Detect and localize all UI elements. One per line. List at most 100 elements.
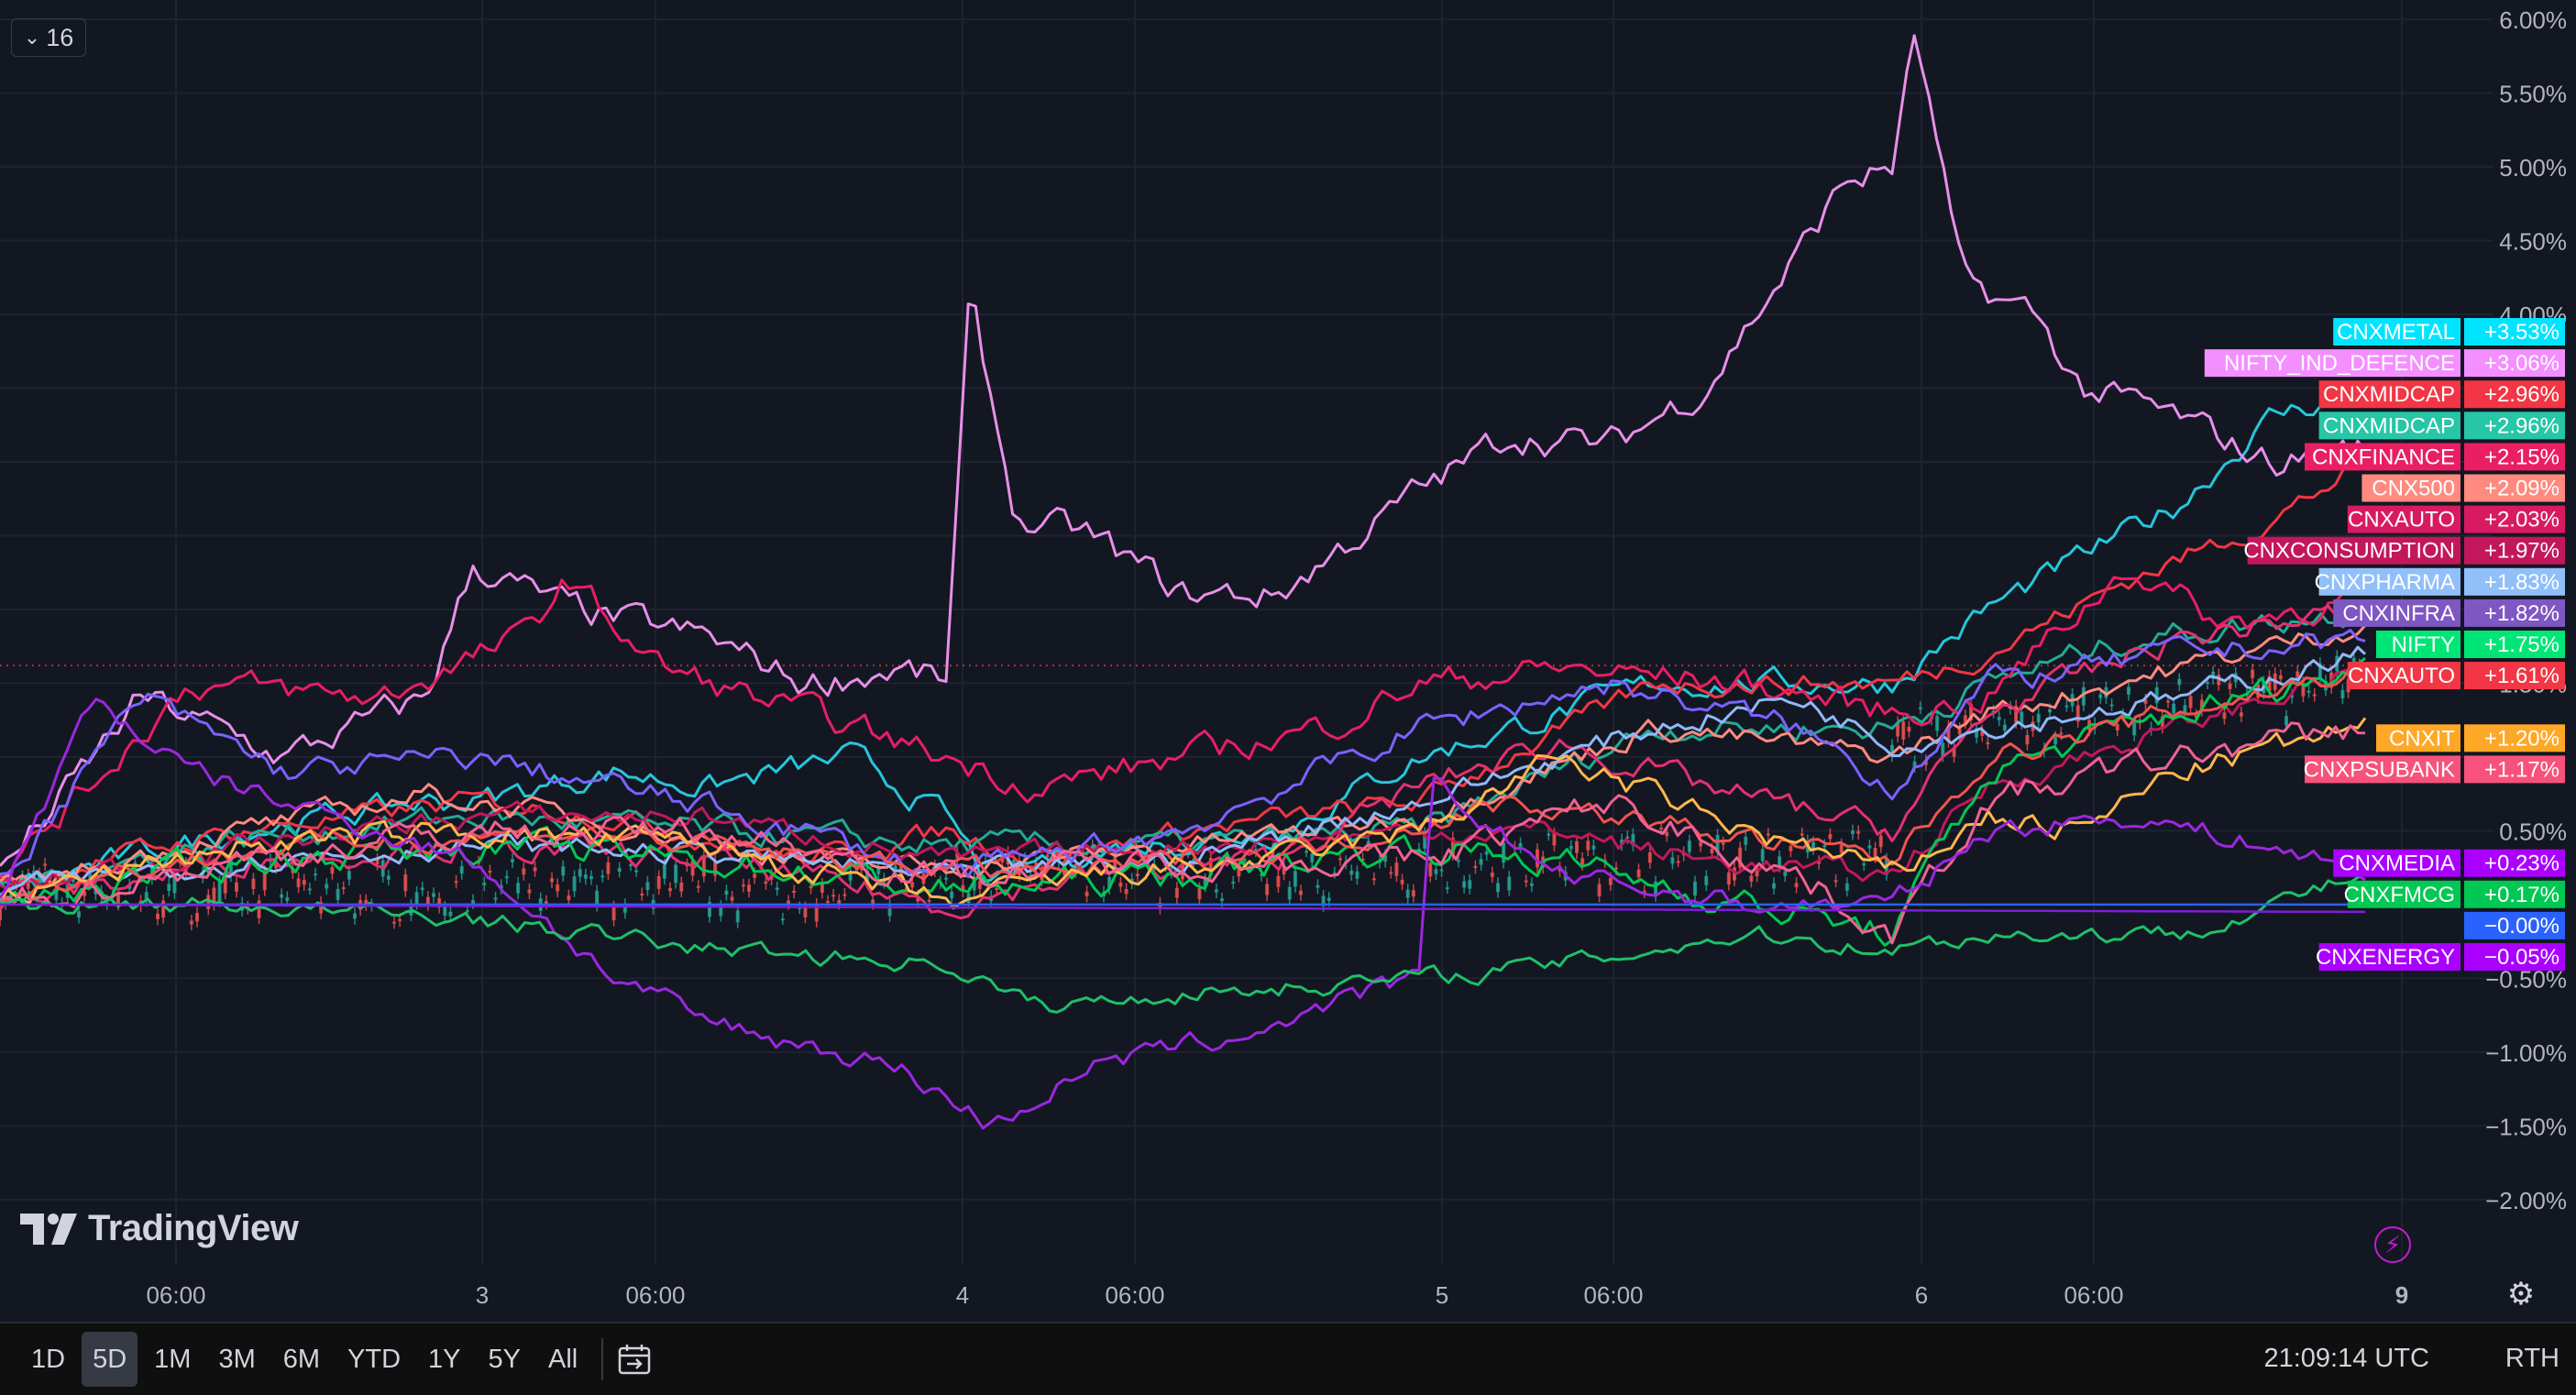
candle-body [1760,849,1765,862]
candle-body [1878,835,1883,848]
candle-body [1355,871,1360,879]
series-line-cnxauto[interactable] [0,599,2367,920]
candle-body [1129,878,1134,884]
candle-body [2256,684,2261,698]
candle-body [71,878,75,883]
candle-body [1192,858,1196,862]
candle-body [1986,741,1990,744]
candle-body [595,890,600,906]
candle-body [950,891,954,899]
candle-body [1901,721,1906,740]
candle-body [865,871,869,884]
timeframe-3m[interactable]: 3M [218,1344,256,1374]
session-toggle[interactable]: RTH [2504,1343,2559,1373]
series-line-cnxmedia[interactable] [0,698,2366,1130]
timeframe-6m[interactable]: 6M [282,1344,321,1374]
candle-body [1907,726,1911,732]
candle-body [425,896,430,906]
candle-body [522,868,526,875]
lightning-icon[interactable]: ⚡ [2374,1226,2411,1263]
candle-body [83,891,87,896]
series-line-cnxconsumption[interactable] [0,661,2366,891]
timeframe-1m[interactable]: 1M [154,1344,192,1374]
x-tick-label: 6 [1915,1281,1928,1309]
candle-body [798,906,802,909]
candle-body [1417,848,1421,851]
candle-body [1659,827,1664,829]
candle-body [1518,842,1523,848]
candle-body [1400,879,1404,884]
candle-body [274,860,278,869]
timeframe-1d[interactable]: 1D [31,1344,66,1374]
series-line-nifty[interactable] [0,656,2366,947]
series-name-badge [2376,631,2460,658]
series-name-badge [2347,505,2460,533]
candle-body [1828,834,1833,840]
candle-body [1214,889,1218,893]
utc-clock[interactable]: 21:09:14 UTC [2263,1343,2429,1373]
candle-body [2206,682,2209,685]
candle-body [1665,831,1669,837]
candle-body [307,888,312,891]
candle-body [842,894,847,896]
timeframe-5d[interactable]: 5D [82,1332,138,1387]
candle-body [803,906,808,917]
candle-body [1203,879,1207,886]
series-line-cnx500[interactable] [0,624,2367,885]
series-name-text: CNXAUTO [2348,508,2455,533]
candle-body [341,887,346,890]
series-line-cnxit[interactable] [0,717,2367,910]
candle-body [488,870,492,873]
candle-body [403,874,408,892]
candle-body [1135,873,1139,877]
candle-body [493,897,498,900]
candle-body [674,864,678,884]
series-line-cnxpsubank[interactable] [0,721,2366,945]
candle-body [1733,867,1736,881]
series-line-nifty_ind_defence[interactable] [0,34,2367,867]
candle-body [2222,712,2227,719]
timeframe-buttons: 1D 5D 1M 3M 6M YTD 1Y 5Y All [15,1332,589,1387]
candle-body [1969,704,1973,720]
series-line-cnxfinance[interactable] [0,576,2366,883]
candle-body [792,890,797,893]
candle-body [1011,860,1016,863]
candle-body [1693,881,1697,896]
bottom-toolbar: 1D 5D 1M 3M 6M YTD 1Y 5Y All 21:09:14 UTC RTH [0,1322,2576,1395]
candle-body [1124,889,1128,895]
candle-body [189,920,193,925]
date-range-icon[interactable] [616,1340,655,1379]
x-tick-label: 06:00 [146,1281,205,1309]
series-value-text: +1.61% [2484,664,2559,688]
candle-body [1428,862,1433,877]
candle-body [1507,876,1512,891]
candle-body [2154,687,2159,704]
gear-icon[interactable]: ⚙ [2506,1277,2536,1312]
comparison-chart[interactable]: 6.00%5.50%5.00%4.50%4.00%1.50%0.50%−0.50… [0,0,2576,1322]
candle-body [617,868,622,873]
candle-body [1287,886,1292,900]
series-name-text: CNXMIDCAP [2323,382,2455,407]
series-name-text: CNXMIDCAP [2323,413,2455,438]
series-line-cnxinfra[interactable] [0,629,2366,878]
candle-body [302,879,306,885]
series-line-cnxfmcg[interactable] [0,869,2367,1014]
series-value-text: +2.15% [2484,445,2559,469]
candle-body [1479,859,1483,865]
timeframe-5y[interactable]: 5Y [488,1344,522,1374]
timeframe-all[interactable]: All [548,1344,578,1374]
y-tick-label: 0.50% [2499,818,2567,845]
legend-toggle[interactable]: ⌄ 16 [11,18,86,57]
candle-body [398,918,402,921]
candle-body [1231,881,1236,884]
series-lines [0,34,2367,1130]
series-name-text: CNXFMCG [2344,883,2455,907]
candle-body [2199,699,2204,711]
series-line-cnxenergy[interactable] [0,903,2365,914]
series-value-badge [2464,474,2565,502]
timeframe-ytd[interactable]: YTD [347,1344,402,1374]
timeframe-1y[interactable]: 1Y [428,1344,461,1374]
candle-body [1778,856,1782,867]
series-name-text: NIFTY_IND_DEFENCE [2224,351,2455,376]
candle-body [1260,873,1263,876]
